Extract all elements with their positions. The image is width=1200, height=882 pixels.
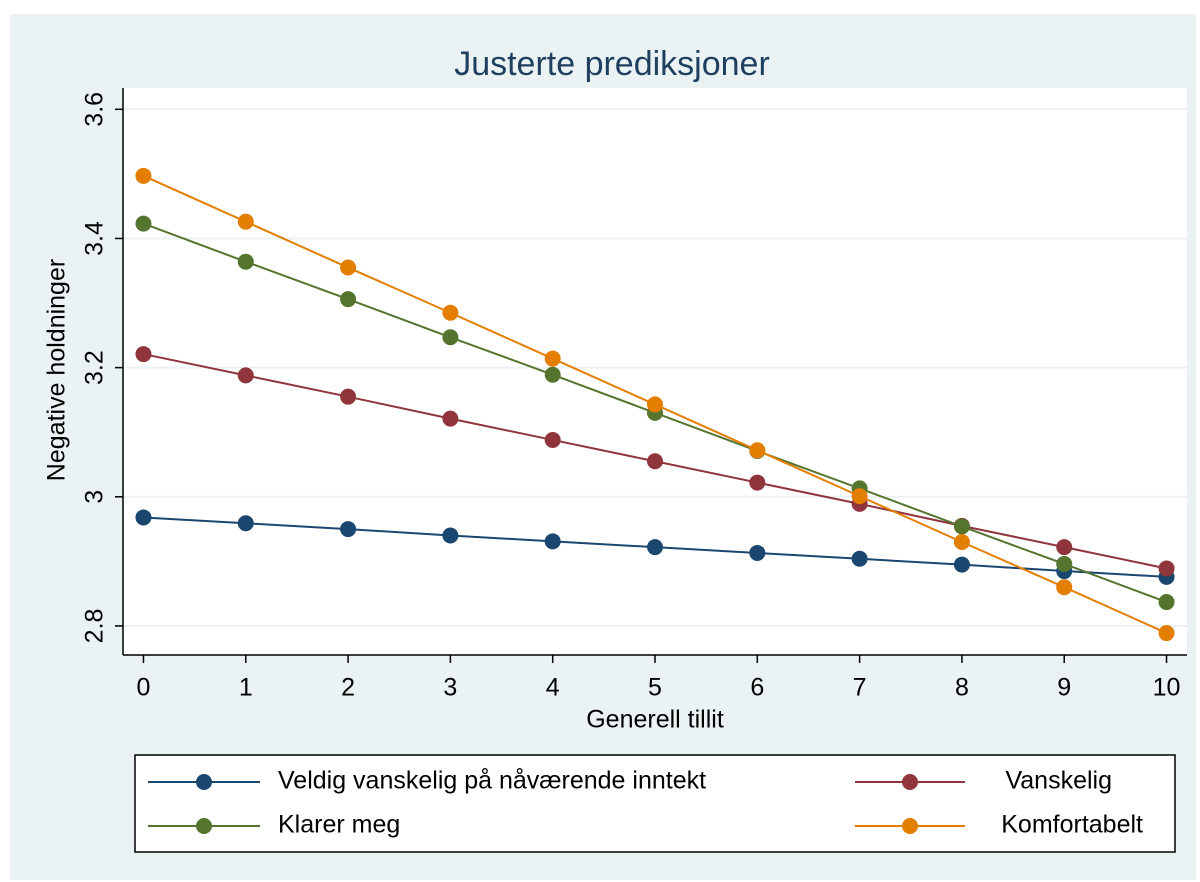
data-point — [442, 329, 459, 346]
legend-label: Komfortabelt — [1001, 811, 1143, 839]
chart-title: Justerte prediksjoner — [454, 45, 770, 83]
x-tick-label: 4 — [546, 674, 560, 702]
legend-marker — [196, 818, 212, 834]
legend-label: Klarer meg — [278, 811, 400, 839]
x-tick-label: 3 — [443, 674, 457, 702]
x-axis-label: Generell tillit — [586, 706, 724, 734]
y-axis-label: Negative holdninger — [43, 259, 71, 481]
legend-marker — [196, 774, 212, 790]
data-point — [237, 213, 254, 230]
legend-marker — [902, 818, 918, 834]
legend-marker — [902, 774, 918, 790]
data-point — [135, 346, 152, 363]
data-point — [340, 259, 357, 276]
data-point — [442, 410, 459, 427]
data-point — [851, 550, 868, 567]
plot-area — [123, 88, 1187, 655]
data-point — [953, 518, 970, 535]
data-point — [953, 556, 970, 573]
data-point — [237, 253, 254, 270]
y-tick-label: 3.2 — [81, 350, 109, 385]
data-point — [135, 215, 152, 232]
legend-label: Veldig vanskelig på nåværende inntekt — [278, 767, 706, 795]
data-point — [749, 442, 766, 459]
data-point — [442, 304, 459, 321]
data-point — [647, 396, 663, 413]
data-point — [1158, 594, 1175, 611]
x-tick-label: 6 — [750, 674, 764, 702]
data-point — [544, 366, 561, 383]
data-point — [647, 453, 663, 470]
data-point — [135, 167, 152, 184]
data-point — [647, 539, 663, 556]
data-point — [237, 515, 254, 532]
data-point — [1158, 560, 1175, 577]
x-tick-label: 9 — [1057, 674, 1071, 702]
data-point — [544, 533, 561, 550]
data-point — [544, 431, 561, 448]
data-point — [851, 488, 868, 505]
x-tick-label: 8 — [955, 674, 969, 702]
x-tick-label: 7 — [853, 674, 867, 702]
data-point — [340, 388, 357, 405]
y-tick-label: 3.6 — [81, 92, 109, 127]
y-tick-label: 2.8 — [81, 609, 109, 644]
data-point — [340, 291, 357, 308]
data-point — [1158, 625, 1175, 642]
data-point — [749, 544, 766, 561]
x-tick-label: 5 — [648, 674, 662, 702]
data-point — [544, 350, 561, 367]
legend-box — [134, 754, 1176, 853]
data-point — [953, 533, 970, 550]
data-point — [749, 474, 766, 491]
x-tick-label: 10 — [1153, 674, 1181, 702]
data-point — [1056, 579, 1073, 596]
data-point — [237, 367, 254, 384]
legend-label: Vanskelig — [1005, 767, 1112, 795]
y-tick-label: 3 — [81, 490, 109, 504]
data-point — [1056, 555, 1073, 572]
data-point — [135, 509, 152, 526]
data-point — [340, 521, 357, 538]
data-point — [442, 527, 459, 544]
x-tick-label: 2 — [341, 674, 355, 702]
y-tick-label: 3.4 — [81, 221, 109, 256]
data-point — [1056, 539, 1073, 556]
x-tick-label: 1 — [239, 674, 253, 702]
x-tick-label: 0 — [137, 674, 151, 702]
